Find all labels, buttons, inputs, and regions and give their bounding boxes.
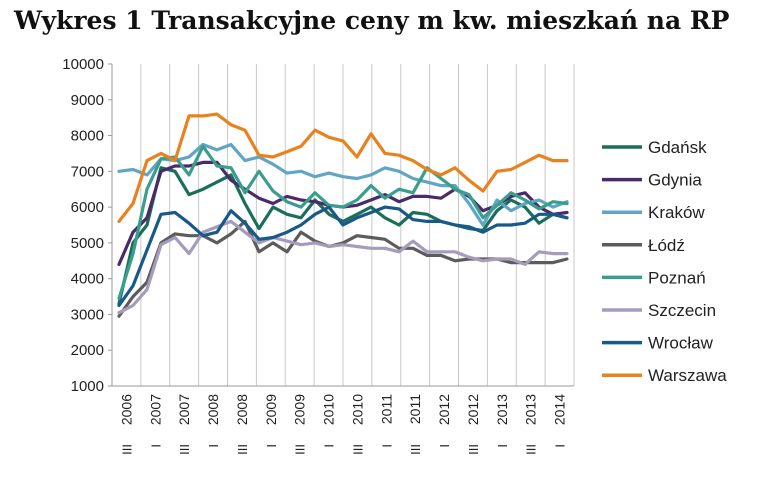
x-tick-year-label: 2010: [349, 394, 365, 425]
x-tick-quarter-label: I: [437, 444, 452, 448]
x-tick-year-label: 2012: [465, 394, 481, 425]
legend-label: Szczecin: [648, 301, 716, 320]
x-tick-quarter-label: I: [322, 444, 337, 448]
x-tick-quarter-label: I: [553, 444, 568, 448]
x-tick-year-label: 2013: [494, 394, 510, 425]
x-tick-year-label: 2011: [407, 394, 423, 424]
x-tick-year-label: 2012: [436, 394, 452, 425]
axes: [108, 63, 574, 387]
y-tick-label: 7000: [71, 163, 104, 180]
x-tick-year-label: 2013: [523, 394, 539, 425]
series-line: [117, 112, 569, 223]
legend: Gdańsk Gdynia Kraków Łódź Poznań Szczecin Wroc…: [602, 138, 727, 385]
x-axis-tick-labels: 2006III2007I2007III2008I2008III2009I2009…: [118, 394, 567, 455]
series-line: [117, 166, 569, 306]
legend-label: Łódź: [648, 236, 685, 255]
legend-label: Gdańsk: [648, 138, 707, 157]
x-tick-quarter-label: I: [495, 444, 510, 448]
x-tick-year-label: 2009: [292, 394, 308, 425]
legend-label: Wrocław: [648, 334, 714, 353]
y-tick-label: 3000: [71, 306, 104, 323]
x-tick-quarter-label: III: [235, 444, 250, 455]
y-tick-label: 10000: [62, 56, 104, 73]
x-tick-quarter-label: I: [206, 444, 221, 448]
x-tick-quarter-label: I: [379, 444, 394, 448]
y-tick-label: 4000: [71, 271, 104, 288]
series-line: [117, 144, 569, 300]
x-tick-year-label: 2006: [118, 394, 134, 425]
chart-title: Wykres 1 Transakcyjne ceny m kw. mieszka…: [14, 6, 730, 35]
x-tick-quarter-label: III: [408, 444, 423, 455]
y-tick-label: 1000: [71, 378, 104, 395]
y-tick-label: 2000: [71, 342, 104, 359]
legend-label: Gdynia: [648, 171, 702, 190]
y-tick-label: 5000: [71, 235, 104, 252]
x-tick-year-label: 2008: [234, 394, 250, 425]
x-tick-quarter-label: III: [350, 444, 365, 455]
x-tick-year-label: 2009: [263, 394, 279, 425]
x-tick-quarter-label: I: [148, 444, 163, 448]
x-tick-quarter-label: I: [264, 444, 279, 448]
x-tick-quarter-label: III: [177, 444, 192, 455]
y-tick-label: 8000: [71, 128, 104, 145]
legend-label: Poznań: [648, 268, 706, 287]
x-tick-quarter-label: III: [524, 444, 539, 455]
x-tick-year-label: 2014: [552, 394, 568, 425]
x-tick-quarter-label: III: [293, 444, 308, 455]
x-tick-year-label: 2011: [378, 394, 394, 424]
series-lines: [117, 112, 569, 318]
x-tick-year-label: 2007: [147, 394, 163, 425]
x-tick-quarter-label: III: [466, 444, 481, 455]
x-tick-year-label: 2008: [205, 394, 221, 425]
x-tick-year-label: 2007: [176, 394, 192, 425]
y-axis-tick-labels: 1000 2000 3000 4000 5000 6000 7000 8000 9000 1000…: [62, 56, 104, 395]
y-tick-label: 6000: [71, 199, 104, 216]
legend-label: Kraków: [648, 203, 705, 222]
series-line: [117, 205, 569, 308]
x-tick-year-label: 2010: [321, 394, 337, 425]
x-tick-quarter-label: III: [119, 444, 134, 455]
legend-label: Warszawa: [648, 366, 727, 385]
y-tick-label: 9000: [71, 92, 104, 109]
series-line: [117, 219, 569, 315]
